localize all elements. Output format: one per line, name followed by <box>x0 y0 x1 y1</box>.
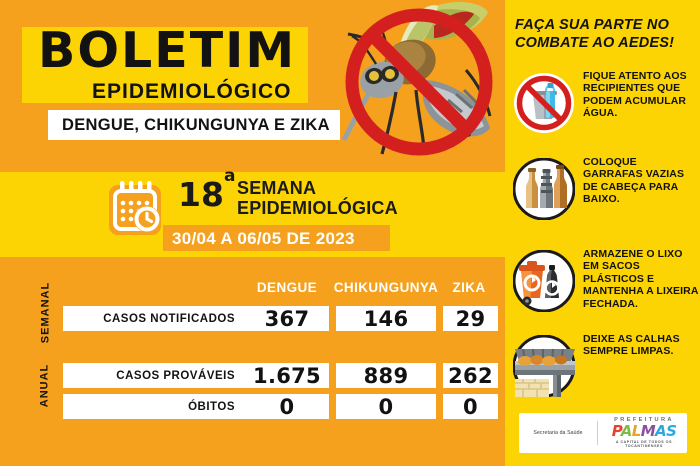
logo-plate: Secretaria da Saúde PREFEITURA PALMAS A … <box>519 413 687 453</box>
row-label-obitos: ÓBITOS <box>63 394 248 419</box>
tip-text-2: COLOQUE GARRAFAS VAZIAS DE CABEÇA PARA B… <box>583 156 685 206</box>
column-header-zika: ZIKA <box>452 280 486 295</box>
value-provaveis-zika: 262 <box>443 363 498 388</box>
value-obitos-chikungunya: 0 <box>336 394 436 419</box>
logo-letter-a1: A <box>620 422 633 441</box>
logo-letter-p: P <box>611 422 622 441</box>
value-notificados-zika: 29 <box>443 306 498 331</box>
logo-divider <box>597 421 598 445</box>
logo-letter-a2: A <box>655 422 667 441</box>
logo-palmas-word: PALMAS <box>601 424 687 439</box>
logo-letter-l: L <box>631 422 642 441</box>
week-word-epidemiologica: EPIDEMIOLÓGICA <box>237 198 398 218</box>
column-header-dengue: DENGUE <box>256 280 318 295</box>
main-content-panel: BOLETIM EPIDEMIOLÓGICO DENGUE, CHIKUNGUN… <box>0 1 505 419</box>
page-title: BOLETIM <box>38 22 297 79</box>
column-header-chikungunya: CHIKUNGUNYA <box>333 280 439 295</box>
value-obitos-zika: 0 <box>443 394 498 419</box>
tip-text-4: DEIXE AS CALHAS SEMPRE LIMPAS. <box>583 333 680 358</box>
logo-prefeitura-word: PREFEITURA <box>614 416 674 423</box>
date-range-banner <box>163 225 390 251</box>
row-label-casos-provaveis: CASOS PROVÁVEIS <box>63 363 248 388</box>
group-label-semanal: SEMANAL <box>39 281 52 344</box>
value-provaveis-dengue: 1.675 <box>245 363 329 388</box>
logo-letter-s: S <box>666 422 677 441</box>
value-obitos-dengue: 0 <box>245 394 329 419</box>
row-label-casos-notificados: CASOS NOTIFICADOS <box>63 306 248 331</box>
diseases-strip-background <box>48 110 340 140</box>
title-plate <box>22 27 308 103</box>
diseases-strip-text: DENGUE, CHIKUNGUNYA E ZIKA <box>62 116 330 134</box>
value-notificados-chikungunya: 146 <box>336 306 436 331</box>
calendar-clock-icon <box>109 181 161 235</box>
page-subtitle: EPIDEMIOLÓGICO <box>92 80 292 103</box>
no-water-containers-icon <box>514 73 574 133</box>
week-word-semana: SEMANA <box>237 178 317 198</box>
tip-text-1: FIQUE ATENTO AOS RECIPIENTES QUE PODEM A… <box>583 70 687 120</box>
date-range-text: 30/04 A 06/05 DE 2023 <box>172 229 355 248</box>
prevention-sidebar: FAÇA SUA PARTE NO COMBATE AO AEDES! FIQU… <box>505 0 700 466</box>
week-number: 18a <box>178 166 236 214</box>
closed-trash-bin-icon <box>513 250 575 312</box>
logo-tagline: A CAPITAL DE TODOS OS TOCANTINENSES <box>615 439 673 448</box>
tip-text-3: ARMAZENE O LIXO EM SACOS PLÁSTICOS E MAN… <box>583 248 699 310</box>
no-mosquito-icon <box>341 1 493 156</box>
logo-letter-m: M <box>640 422 656 441</box>
group-label-anual: ANUAL <box>38 363 51 408</box>
logo-secretaria-saude: Secretaria da Saúde <box>533 429 583 436</box>
logo-prefeitura-palmas: PREFEITURA PALMAS A CAPITAL DE TODOS OS … <box>598 416 687 448</box>
clean-gutter-icon <box>513 335 575 397</box>
sidebar-title: FAÇA SUA PARTE NO COMBATE AO AEDES! <box>515 17 675 52</box>
value-notificados-dengue: 367 <box>245 306 329 331</box>
value-provaveis-chikungunya: 889 <box>336 363 436 388</box>
bottles-upside-down-icon <box>513 158 575 220</box>
